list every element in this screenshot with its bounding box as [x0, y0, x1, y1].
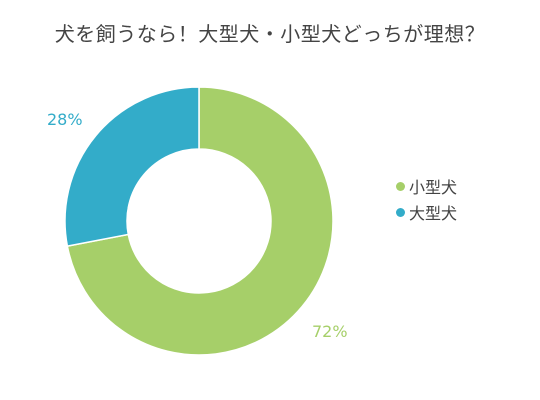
slice-label-large-dog: 28%: [47, 110, 83, 129]
chart-title: 犬を飼うなら！大型犬・小型犬どっちが理想？: [54, 22, 486, 46]
legend-label-large-dog: 大型犬: [409, 204, 458, 223]
legend: 小型犬 大型犬: [396, 173, 457, 225]
legend-item-small-dog[interactable]: 小型犬: [396, 173, 457, 199]
legend-item-large-dog[interactable]: 大型犬: [396, 199, 457, 225]
legend-label-small-dog: 小型犬: [409, 178, 458, 197]
slice-label-small-dog: 72%: [312, 322, 348, 341]
legend-swatch-large-dog: [396, 207, 405, 217]
slice-large-dog[interactable]: [64, 86, 200, 247]
slice-small-dog[interactable]: [66, 86, 334, 356]
legend-swatch-small-dog: [396, 181, 405, 191]
